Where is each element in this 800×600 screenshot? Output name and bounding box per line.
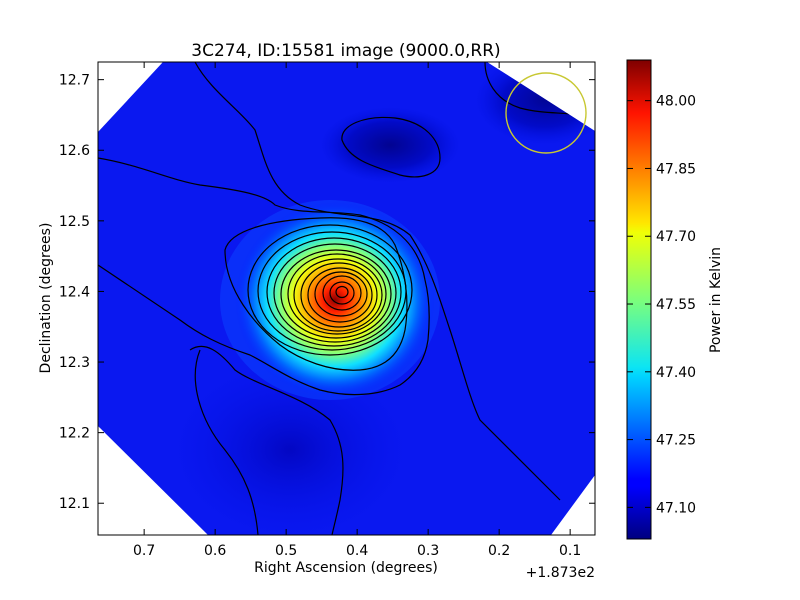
x-tick-label: 0.1 — [559, 543, 581, 559]
contour-lines — [98, 62, 595, 535]
x-tick-label: 0.3 — [417, 543, 439, 559]
contour-line — [307, 267, 373, 323]
heatmap-image — [98, 62, 595, 535]
contour-line — [322, 275, 362, 311]
contour-line — [194, 349, 259, 535]
y-axis-label: Declination (degrees) — [38, 223, 54, 374]
colorbar-tick-label: 47.70 — [656, 229, 696, 245]
y-tick-label: 12.3 — [59, 355, 90, 371]
x-axis-label: Right Ascension (degrees) — [254, 560, 438, 576]
contour-line — [98, 157, 430, 396]
contour-line — [257, 231, 407, 351]
contour-line — [266, 237, 402, 347]
contour-line — [287, 253, 387, 335]
x-offset-label: +1.873e2 — [526, 565, 595, 581]
colorbar-tick-label: 47.10 — [656, 500, 696, 516]
y-tick-label: 12.2 — [59, 426, 90, 442]
contour-line — [194, 62, 561, 501]
x-ticks: 0.7 0.6 0.5 0.4 0.3 0.2 0.1 — [133, 62, 581, 559]
colorbar-tick-label: 47.25 — [656, 433, 696, 449]
x-tick-label: 0.2 — [488, 543, 510, 559]
colorbar-tick-label: 47.55 — [656, 297, 696, 313]
colorbar: 47.10 47.25 47.40 47.55 47.70 47.85 48.00 Powe… — [626, 59, 724, 540]
y-tick-label: 12.5 — [59, 214, 90, 230]
contour-line — [280, 249, 392, 339]
contour-line — [300, 262, 378, 328]
x-tick-label: 0.4 — [346, 543, 368, 559]
colorbar-tick-label: 48.00 — [656, 94, 696, 110]
x-tick-label: 0.6 — [204, 543, 226, 559]
contour-line — [224, 217, 408, 371]
x-tick-label: 0.5 — [275, 543, 297, 559]
contour-line — [247, 224, 413, 356]
contour-line — [293, 258, 383, 332]
colorbar-label: Power in Kelvin — [708, 247, 724, 353]
colorbar-ticks: 47.10 47.25 47.40 47.55 47.70 47.85 48.00 — [627, 94, 696, 516]
contour-line — [189, 345, 344, 535]
colorbar-tick-label: 47.40 — [656, 365, 696, 381]
colorbar-gradient — [626, 59, 652, 540]
colorbar-tick-label: 47.85 — [656, 161, 696, 177]
contour-line — [273, 243, 397, 343]
y-tick-label: 12.7 — [59, 73, 90, 89]
y-ticks: 12.1 12.2 12.3 12.4 12.5 12.6 12.7 — [59, 73, 595, 512]
chart-title: 3C274, ID:15581 image (9000.0,RR) — [191, 41, 500, 61]
plot-frame — [97, 61, 596, 536]
contour-line — [341, 116, 441, 178]
y-tick-label: 12.6 — [59, 143, 90, 159]
y-tick-label: 12.1 — [59, 496, 90, 512]
contour-line — [329, 281, 355, 305]
contour-line — [314, 271, 368, 317]
x-tick-label: 0.7 — [133, 543, 155, 559]
beam-circle — [505, 72, 587, 154]
peak-contour — [335, 285, 349, 299]
y-tick-label: 12.4 — [59, 284, 90, 300]
